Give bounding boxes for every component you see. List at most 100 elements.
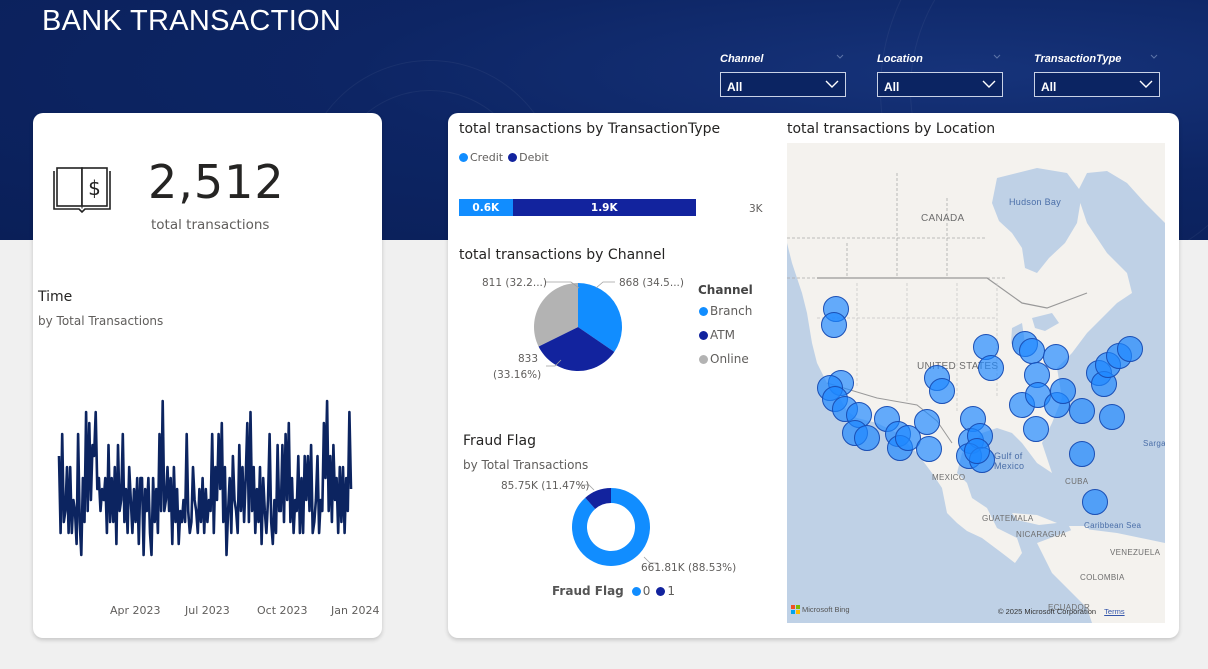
x-axis-max-label: 3K bbox=[749, 203, 763, 215]
slice-1[interactable] bbox=[585, 488, 611, 509]
channel-leader-lines bbox=[545, 281, 615, 367]
location-bubble[interactable] bbox=[1023, 416, 1049, 442]
time-chart-title: Time bbox=[38, 289, 73, 305]
fraud-chart-title: Fraud Flag bbox=[463, 433, 536, 449]
time-series-line[interactable] bbox=[57, 399, 353, 557]
copyright-text: © 2025 Microsoft Corporation bbox=[998, 607, 1097, 616]
chevron-down-icon[interactable] bbox=[993, 54, 1001, 60]
legend-label-credit[interactable]: Credit bbox=[470, 151, 504, 164]
location-bubble[interactable] bbox=[1069, 398, 1095, 424]
map-label-venezuela: VENEZUELA bbox=[1110, 548, 1161, 557]
channel-pie-chart[interactable] bbox=[528, 277, 628, 377]
map-label-united-states: UNITED STATES bbox=[917, 361, 999, 372]
legend-item-atm[interactable]: ATM bbox=[699, 328, 735, 342]
chevron-down-icon bbox=[1139, 80, 1153, 88]
location-bubble[interactable] bbox=[1043, 344, 1069, 370]
slice-0[interactable] bbox=[572, 488, 650, 566]
transactiontype-slicer: TransactionType All bbox=[1034, 52, 1160, 97]
map-label-gulf-mexico: Mexico bbox=[994, 461, 1025, 471]
channel-legend-title: Channel bbox=[698, 283, 753, 297]
legend-dot-online bbox=[699, 354, 708, 364]
legend-item-branch[interactable]: Branch bbox=[699, 304, 752, 318]
map-copyright: © 2025 Microsoft Corporation Terms bbox=[998, 607, 1125, 616]
transactiontype-dropdown-value: All bbox=[1041, 80, 1057, 94]
location-bubble[interactable] bbox=[916, 436, 942, 462]
fraud-donut-chart[interactable] bbox=[571, 487, 651, 567]
bar-segment-debit[interactable]: 1.9K bbox=[512, 199, 696, 216]
legend-dot-1 bbox=[656, 586, 666, 596]
legend-dot-credit bbox=[459, 153, 468, 162]
location-dropdown-value: All bbox=[884, 80, 900, 94]
location-bubble[interactable] bbox=[1082, 489, 1108, 515]
terms-link[interactable]: Terms bbox=[1104, 607, 1125, 616]
legend-label-debit[interactable]: Debit bbox=[519, 151, 549, 164]
location-bubble[interactable] bbox=[854, 425, 880, 451]
location-bubble[interactable] bbox=[978, 355, 1004, 381]
location-bubble[interactable] bbox=[1117, 336, 1143, 362]
channel-dropdown[interactable]: All bbox=[720, 72, 846, 97]
legend-label-1[interactable]: 1 bbox=[667, 584, 676, 598]
kpi-label: total transactions bbox=[151, 217, 270, 233]
map-label-sargasso: Sarga bbox=[1143, 439, 1165, 448]
legend-dot-debit bbox=[508, 153, 518, 162]
map-label-colombia: COLOMBIA bbox=[1080, 573, 1125, 582]
legend-label-branch: Branch bbox=[710, 304, 753, 318]
location-map-title: total transactions by Location bbox=[787, 121, 996, 137]
kpi-value: 2,512 bbox=[148, 155, 285, 209]
legend-label-0[interactable]: 0 bbox=[642, 584, 651, 598]
slice-atm[interactable] bbox=[538, 327, 615, 371]
map-label-gulf: Gulf of bbox=[994, 451, 1023, 461]
time-line-chart[interactable] bbox=[55, 341, 361, 591]
fraud-0-data-label: 661.81K (88.53%) bbox=[641, 562, 737, 574]
map-label-ecuador: ECUADOR bbox=[1048, 603, 1091, 612]
map-label-guatemala: GUATEMALA bbox=[982, 514, 1034, 523]
charts-map-card: total transactions by TransactionType Cr… bbox=[448, 113, 1179, 638]
atm-data-label-pct: (33.16%) bbox=[493, 369, 542, 381]
fraud-legend-title: Fraud Flag bbox=[552, 584, 624, 598]
chevron-down-icon bbox=[825, 80, 839, 88]
bing-attribution: Microsoft Bing bbox=[791, 605, 850, 614]
transactiontype-chart-title: total transactions by TransactionType bbox=[459, 121, 721, 137]
map-label-nicaragua: NICARAGUA bbox=[1016, 530, 1067, 539]
transactiontype-stacked-bar: 0.6K 1.9K bbox=[459, 199, 742, 216]
x-tick-label: Jan 2024 bbox=[331, 604, 380, 617]
x-tick-label: Jul 2023 bbox=[185, 604, 230, 617]
channel-dropdown-value: All bbox=[727, 80, 743, 94]
location-dropdown[interactable]: All bbox=[877, 72, 1003, 97]
legend-item-online[interactable]: Online bbox=[699, 352, 749, 366]
location-bubble[interactable] bbox=[964, 438, 990, 464]
bar-segment-credit[interactable]: 0.6K bbox=[459, 199, 513, 216]
transactiontype-dropdown[interactable]: All bbox=[1034, 72, 1160, 97]
location-slicer: Location All bbox=[877, 52, 1003, 97]
map-label-cuba: CUBA bbox=[1065, 477, 1089, 486]
x-tick-label: Oct 2023 bbox=[257, 604, 308, 617]
legend-label-atm: ATM bbox=[710, 328, 735, 342]
location-bubble[interactable] bbox=[1099, 404, 1125, 430]
chevron-down-icon[interactable] bbox=[1150, 54, 1158, 60]
location-bubble[interactable] bbox=[1050, 378, 1076, 404]
channel-chart-title: total transactions by Channel bbox=[459, 247, 666, 263]
location-bubble[interactable] bbox=[929, 378, 955, 404]
kpi-time-card: $ 2,512 total transactions Time by Total… bbox=[33, 113, 382, 638]
location-map[interactable]: CANADA Hudson Bay UNITED STATES Gulf of … bbox=[787, 143, 1165, 623]
slice-branch[interactable] bbox=[578, 283, 622, 352]
location-slicer-label: Location bbox=[877, 53, 923, 65]
location-bubble[interactable] bbox=[914, 409, 940, 435]
slice-online[interactable] bbox=[534, 283, 578, 347]
transactiontype-slicer-label: TransactionType bbox=[1034, 53, 1122, 65]
branch-data-label: 868 (34.5...) bbox=[619, 277, 684, 289]
chevron-down-icon bbox=[982, 80, 996, 88]
map-label-mexico: MEXICO bbox=[932, 473, 966, 482]
map-label-hudson-bay: Hudson Bay bbox=[1009, 197, 1062, 207]
channel-slicer-label: Channel bbox=[720, 53, 764, 65]
fraud-leader-lines bbox=[578, 484, 658, 564]
location-bubble[interactable] bbox=[1019, 338, 1045, 364]
chevron-down-icon[interactable] bbox=[836, 54, 844, 60]
location-bubble[interactable] bbox=[1069, 441, 1095, 467]
x-tick-label: Apr 2023 bbox=[110, 604, 161, 617]
online-data-label: 811 (32.2...) bbox=[482, 277, 547, 289]
microsoft-logo-icon bbox=[791, 605, 800, 614]
page-title: BANK TRANSACTION bbox=[42, 5, 342, 37]
fraud-legend: Fraud Flag 0 1 bbox=[552, 584, 675, 598]
location-bubble[interactable] bbox=[821, 312, 847, 338]
